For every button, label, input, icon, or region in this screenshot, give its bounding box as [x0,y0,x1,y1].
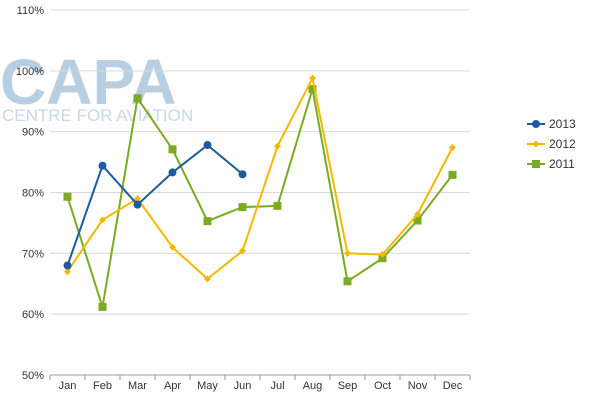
series-2011 [63,85,457,311]
data-point [238,203,247,212]
series-line [66,88,454,308]
legend-item-2012[interactable]: 2012 [527,137,576,151]
capa-watermark: CAPA CENTRE FOR AVIATION [0,46,193,125]
data-point [63,261,72,270]
y-tick-label: 100% [16,66,44,78]
data-point [64,268,71,276]
data-point [98,161,107,170]
data-point [204,275,211,283]
x-tick-label: Dec [443,380,463,392]
data-point [379,251,386,259]
y-axis: 50% 60% 70% 80% 90% 100% 110% [16,5,44,382]
data-point [449,143,456,151]
data-point [203,217,212,226]
y-tick-label: 90% [22,127,44,139]
y-tick-label: 50% [22,370,44,382]
watermark-tagline: CENTRE FOR AVIATION [2,106,193,125]
series-2013 [63,141,247,270]
watermark-brand: CAPA [0,46,177,118]
series-layer [63,74,457,311]
series-line [66,143,244,266]
y-tick-label: 80% [22,188,44,200]
data-point [274,142,281,150]
data-point [98,302,107,311]
x-tick-label: Sep [338,380,358,392]
data-point [63,192,72,201]
x-tick-label: Feb [93,380,112,392]
legend-label: 2013 [549,117,576,131]
legend-marker [532,120,540,128]
y-tick-label: 110% [17,5,45,17]
x-tick-label: Nov [408,380,428,392]
x-tick-label: Jan [59,380,77,392]
data-point [414,210,421,218]
data-point [134,195,141,203]
data-point [239,247,246,255]
y-tick-label: 60% [22,309,44,321]
x-axis: Jan Feb Mar Apr May Jun Jul Aug Sep Oct Nov Dec [49,374,471,392]
series-line [66,75,454,281]
data-point [344,249,351,257]
x-tick-label: Jul [270,380,284,392]
data-point [203,141,212,150]
data-point [169,243,176,251]
x-tick-label: Oct [374,380,391,392]
data-point [168,145,177,154]
legend-label: 2011 [549,157,575,171]
legend-label: 2012 [549,137,576,151]
legend-marker [532,140,540,148]
data-point [168,168,177,177]
x-tick-label: Mar [128,380,147,392]
data-point [413,216,422,225]
x-tick-label: May [197,380,218,392]
series-2012 [64,74,456,283]
data-point [133,200,142,209]
legend-item-2013[interactable]: 2013 [527,117,576,131]
x-tick-label: Jun [234,380,252,392]
legend: 2013 2012 2011 [527,117,576,171]
data-point [308,85,317,94]
data-point [378,254,387,263]
gridlines [50,9,470,315]
data-point [448,170,457,179]
data-point [273,201,282,210]
data-point [99,216,106,224]
y-tick-label: 70% [22,248,44,260]
data-point [309,74,316,82]
data-point [133,94,142,103]
x-tick-label: Aug [303,380,323,392]
data-point [238,170,247,179]
x-tick-label: Apr [164,380,181,392]
legend-item-2011[interactable]: 2011 [527,157,575,171]
legend-marker [532,160,540,168]
data-point [343,277,352,286]
